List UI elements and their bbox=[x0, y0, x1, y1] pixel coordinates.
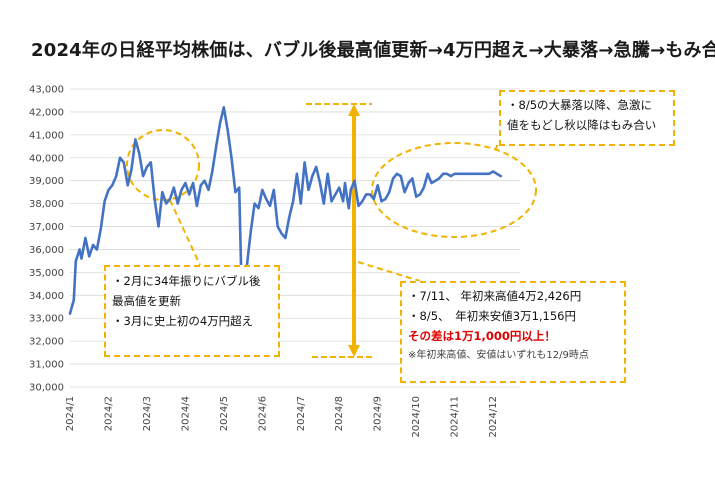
y-tick-label: 34,000 bbox=[29, 291, 64, 302]
x-tick-label: 2024/7 bbox=[296, 396, 307, 431]
x-tick-label: 2024/5 bbox=[219, 396, 230, 431]
x-tick-label: 2024/1 bbox=[65, 396, 76, 431]
y-axis: 30,000 31,000 32,000 33,000 34,000 35,000 36,0… bbox=[29, 85, 64, 394]
note-autumn: ・8/5の大暴落以降、急激に 値をもどし秋以降はもみ合い bbox=[499, 90, 675, 146]
y-tick-label: 37,000 bbox=[29, 222, 64, 233]
y-tick-label: 38,000 bbox=[29, 199, 64, 210]
note-crash-highlight: その差は1万1,000円以上！ bbox=[408, 329, 556, 343]
y-tick-label: 32,000 bbox=[29, 337, 64, 348]
pointer-crash bbox=[357, 261, 421, 282]
note-feb-mar-line2: ・3月に史上初の4万円超え bbox=[112, 314, 254, 328]
note-autumn-line2: 値をもどし秋以降はもみ合い bbox=[507, 118, 657, 132]
note-autumn-line1: ・8/5の大暴落以降、急激に bbox=[507, 98, 653, 112]
y-tick-label: 31,000 bbox=[29, 360, 64, 371]
note-feb-mar-line1b: 最高値を更新 bbox=[112, 294, 181, 308]
series-group bbox=[68, 106, 503, 355]
note-feb-mar-line1a: ・2月に34年振りにバブル後 bbox=[112, 274, 261, 288]
y-tick-label: 36,000 bbox=[29, 245, 64, 256]
callout-overlays bbox=[126, 103, 537, 358]
note-feb-mar: ・2月に34年振りにバブル後 最高値を更新 ・3月に史上初の4万円超え bbox=[104, 265, 280, 357]
note-crash-line1: ・7/11、 年初来高値4万2,426円 bbox=[408, 289, 582, 303]
y-tick-label: 43,000 bbox=[29, 85, 64, 96]
chart-title: 2024年の日経平均株価は、バブル後最高値更新→4万円超え→大暴落→急騰→もみ合… bbox=[31, 40, 715, 61]
x-tick-label: 2024/8 bbox=[334, 396, 345, 431]
y-tick-label: 39,000 bbox=[29, 176, 64, 187]
y-tick-label: 42,000 bbox=[29, 107, 64, 118]
x-tick-label: 2024/9 bbox=[373, 396, 384, 431]
x-tick-label: 2024/11 bbox=[450, 396, 461, 438]
note-crash: ・7/11、 年初来高値4万2,426円 ・8/5、 年初来安値3万1,156円… bbox=[400, 281, 626, 383]
x-tick-label: 2024/12 bbox=[488, 396, 499, 438]
y-tick-label: 41,000 bbox=[29, 130, 64, 141]
y-tick-label: 40,000 bbox=[29, 153, 64, 164]
x-tick-label: 2024/4 bbox=[180, 396, 191, 431]
y-tick-label: 33,000 bbox=[29, 314, 64, 325]
pointer-feb-mar bbox=[169, 199, 201, 266]
x-tick-label: 2024/3 bbox=[142, 396, 153, 431]
x-tick-label: 2024/6 bbox=[257, 396, 268, 431]
y-tick-label: 35,000 bbox=[29, 268, 64, 279]
range-arrow-head-down bbox=[348, 345, 360, 357]
note-crash-line2: ・8/5、 年初来安値3万1,156円 bbox=[408, 309, 576, 323]
x-axis: 2024/1 2024/2 2024/3 2024/4 2024/5 2024/6 2024… bbox=[65, 396, 499, 438]
note-crash-footnote: ※年初来高値、安値はいずれも12/9時点 bbox=[408, 350, 589, 361]
ellipse-feb-mar bbox=[126, 129, 200, 201]
series-line-nikkei bbox=[68, 106, 503, 355]
ellipse-autumn bbox=[371, 142, 537, 238]
y-tick-label: 30,000 bbox=[29, 383, 64, 394]
x-tick-label: 2024/2 bbox=[103, 396, 114, 431]
x-tick-label: 2024/10 bbox=[411, 396, 422, 438]
range-arrow-head-up bbox=[348, 104, 360, 116]
